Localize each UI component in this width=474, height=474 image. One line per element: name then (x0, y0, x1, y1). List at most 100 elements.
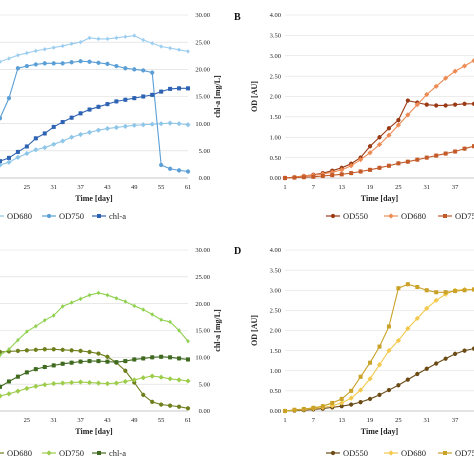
x-tick-label: 55 (158, 184, 165, 191)
y-tick-label: 15.00 (195, 94, 210, 101)
data-point (123, 368, 128, 373)
data-point (443, 75, 449, 81)
data-point (0, 353, 2, 357)
legend-label: OD680 (401, 448, 426, 458)
data-point (51, 61, 56, 66)
data-point (15, 149, 20, 154)
y-tick-label: 10.00 (195, 121, 210, 128)
data-point (78, 348, 83, 353)
data-point (396, 383, 401, 388)
panel-a: 30.00 25.00 20.00 15.00 10.00 5.00 0.00 25 31 37 4… (0, 12, 222, 221)
data-point (158, 121, 164, 127)
data-point (443, 151, 448, 156)
data-point (168, 86, 173, 91)
data-point (15, 374, 20, 379)
y-tick-label: 2.50 (270, 73, 281, 80)
data-point (405, 159, 410, 164)
y-tick-label: 25.00 (195, 39, 210, 46)
data-point (123, 66, 128, 71)
data-point (96, 104, 101, 109)
data-point (104, 381, 111, 387)
x-tick-label: 37 (452, 184, 459, 191)
data-point (33, 347, 38, 352)
data-point (150, 41, 154, 45)
data-point (78, 359, 83, 364)
data-point (104, 125, 111, 132)
legend-entry: OD750 (42, 211, 84, 221)
x-tick-label: 43 (104, 417, 111, 424)
data-point (150, 399, 155, 404)
y-tick-label: 3.50 (270, 33, 281, 40)
legend-label: OD680 (7, 211, 32, 221)
series-line (0, 356, 189, 388)
data-point (123, 97, 128, 102)
data-point (70, 42, 74, 46)
data-point (96, 351, 101, 356)
data-point (414, 315, 420, 322)
legend-entry: chl-a (92, 211, 126, 221)
data-point (95, 380, 102, 386)
data-point (105, 354, 110, 359)
data-point (132, 380, 137, 385)
legend-entry: OD750 (438, 211, 474, 221)
data-point (24, 144, 29, 149)
x-tick-label: 31 (424, 184, 431, 191)
y-tick-label: 10.00 (195, 355, 210, 362)
data-point (186, 49, 190, 53)
legend-entry: chl-a (92, 448, 126, 458)
data-point (177, 86, 182, 91)
data-point (167, 403, 173, 408)
data-point (349, 171, 354, 176)
data-point (24, 150, 30, 157)
data-point (283, 176, 287, 180)
data-point (88, 293, 92, 297)
y-tick-label: 0.50 (270, 388, 281, 395)
legend-marker (46, 213, 52, 219)
data-point (453, 149, 458, 154)
data-point (141, 308, 145, 312)
series-od750 (283, 144, 474, 181)
legend-marker (97, 451, 101, 455)
data-point (78, 111, 83, 116)
y-tick-label: 0.00 (199, 408, 210, 415)
data-point (358, 387, 364, 393)
data-point (114, 296, 118, 300)
data-point (51, 141, 57, 147)
series-unlabeled (0, 33, 190, 64)
data-point (96, 37, 100, 41)
y-tick-label: 20.00 (195, 301, 210, 308)
data-point (349, 388, 354, 393)
data-point (131, 122, 137, 128)
x-tick-label: 19 (367, 417, 374, 424)
legend-entry: OD680 (384, 211, 426, 221)
data-point (42, 347, 47, 352)
data-point (320, 404, 325, 409)
legend-entry: OD550 (326, 448, 368, 458)
data-point (443, 103, 448, 108)
data-point (51, 347, 56, 352)
data-point (79, 297, 83, 301)
x-axis-label: Time [day] (361, 427, 399, 436)
data-point (462, 288, 467, 293)
data-point (386, 126, 392, 131)
legend-label: OD750 (455, 211, 474, 221)
data-point (186, 339, 190, 343)
data-point (185, 378, 191, 384)
data-point (377, 165, 382, 170)
data-point (283, 409, 287, 413)
x-tick-label: 25 (395, 417, 402, 424)
legend-marker (330, 450, 336, 456)
data-point (185, 406, 191, 411)
legend-entry: OD750 (42, 448, 84, 458)
panel-d: 4.00 3.50 3.00 2.50 2.00 1.50 1.00 0.50 0.001 7 13… (234, 246, 474, 458)
data-point (123, 35, 127, 39)
data-point (15, 154, 21, 160)
data-point (471, 58, 474, 64)
x-axis-label: Time [day] (75, 427, 113, 436)
data-point (69, 379, 75, 386)
data-point (415, 157, 420, 162)
data-point (16, 338, 20, 342)
y-axis-label-right: chl-a [mg/L] (213, 309, 222, 352)
data-point (149, 373, 155, 379)
data-point (405, 325, 411, 332)
